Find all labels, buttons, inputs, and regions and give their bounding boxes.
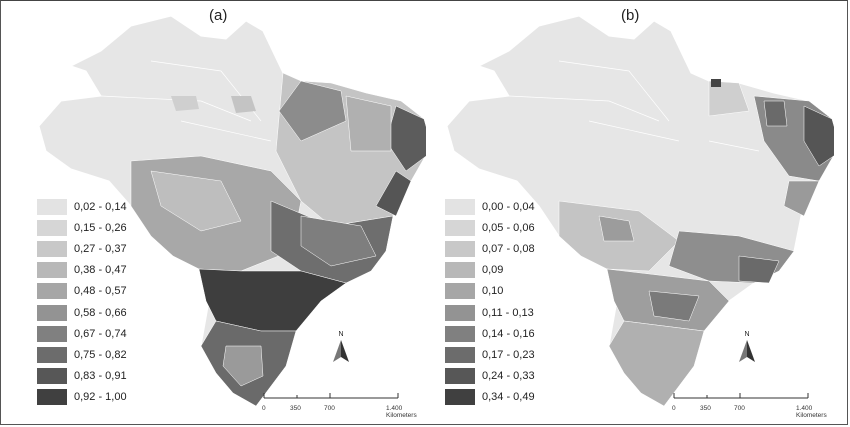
scale-bar-graphic	[263, 393, 399, 399]
legend-item: 0,58 - 0,66	[37, 302, 127, 323]
legend-swatch	[445, 325, 475, 342]
north-arrow-icon	[333, 340, 349, 362]
panel-label-a: (a)	[209, 7, 228, 24]
legend-swatch	[37, 198, 67, 215]
legend-item: 0,05 - 0,06	[445, 217, 535, 238]
brazil-map-b	[446, 15, 834, 407]
scale-tick: 1.400 Kilometers	[386, 405, 417, 419]
legend-item: 0,00 - 0,04	[445, 196, 535, 217]
legend-label: 0,15 - 0,26	[74, 221, 127, 234]
panel-label-b: (b)	[621, 7, 640, 24]
scale-tick: 1.400 Kilometers	[796, 405, 827, 419]
legend-swatch	[445, 198, 475, 215]
legend-item: 0,17 - 0,23	[445, 344, 535, 365]
scale-tick: 350	[700, 405, 711, 412]
legend-label: 0,83 - 0,91	[74, 370, 127, 383]
legend-item: 0,14 - 0,16	[445, 323, 535, 344]
legend-swatch	[445, 389, 475, 406]
legend-label: 0,27 - 0,37	[74, 242, 127, 255]
brazil-map-a	[38, 15, 426, 407]
north-arrow-icon	[739, 340, 755, 362]
legend-swatch	[445, 283, 475, 300]
scale-bar-graphic	[673, 393, 809, 399]
legend-label: 0,75 - 0,82	[74, 348, 127, 361]
scale-tick: 700	[734, 405, 745, 412]
legend-label: 0,09	[482, 264, 504, 277]
scale-tick-labels: 0 350 700 1.400 Kilometers	[672, 405, 843, 419]
legend-swatch	[37, 389, 67, 406]
legend-item: 0,75 - 0,82	[37, 344, 127, 365]
legend-b: 0,00 - 0,04 0,05 - 0,06 0,07 - 0,08 0,09…	[445, 196, 535, 408]
scale-tick: 700	[324, 405, 335, 412]
legend-item: 0,48 - 0,57	[37, 281, 127, 302]
legend-a: 0,02 - 0,14 0,15 - 0,26 0,27 - 0,37 0,38…	[37, 196, 127, 408]
legend-label: 0,48 - 0,57	[74, 285, 127, 298]
legend-swatch	[445, 219, 475, 236]
north-letter: N	[338, 331, 344, 338]
scale-tick: 0	[672, 405, 676, 412]
scale-tick: 0	[262, 405, 266, 412]
legend-item: 0,11 - 0,13	[445, 302, 535, 323]
legend-item: 0,09	[445, 260, 535, 281]
legend-item: 0,27 - 0,37	[37, 238, 127, 259]
legend-swatch	[445, 304, 475, 321]
legend-label: 0,92 - 1,00	[74, 391, 127, 404]
legend-swatch	[37, 304, 67, 321]
legend-item: 0,02 - 0,14	[37, 196, 127, 217]
scale-tick: 350	[290, 405, 301, 412]
legend-swatch	[37, 368, 67, 385]
legend-item: 0,07 - 0,08	[445, 238, 535, 259]
legend-item: 0,92 - 1,00	[37, 387, 127, 408]
legend-label: 0,38 - 0,47	[74, 264, 127, 277]
panel-b: (b) 0,00 - 0,04 0,05 - 0,06 0,07 - 0,08 …	[409, 1, 834, 426]
legend-item: 0,67 - 0,74	[37, 323, 127, 344]
legend-label: 0,24 - 0,33	[482, 370, 535, 383]
legend-item: 0,38 - 0,47	[37, 260, 127, 281]
legend-label: 0,34 - 0,49	[482, 391, 535, 404]
legend-label: 0,10	[482, 285, 504, 298]
panel-a: (a) 0,02 - 0,14 0,15 - 0,26 0,27 - 0,37 …	[1, 1, 426, 426]
north-letter: N	[744, 331, 750, 338]
legend-swatch	[37, 240, 67, 257]
legend-item: 0,34 - 0,49	[445, 387, 535, 408]
legend-label: 0,67 - 0,74	[74, 327, 127, 340]
north-arrow-b: N	[737, 331, 757, 367]
legend-swatch	[445, 368, 475, 385]
legend-swatch	[37, 219, 67, 236]
legend-item: 0,83 - 0,91	[37, 366, 127, 387]
legend-swatch	[37, 346, 67, 363]
legend-label: 0,02 - 0,14	[74, 200, 127, 213]
scale-bar-b: 0 350 700 1.400 Kilometers	[672, 387, 843, 419]
legend-item: 0,24 - 0,33	[445, 366, 535, 387]
legend-item: 0,15 - 0,26	[37, 217, 127, 238]
legend-swatch	[445, 262, 475, 279]
scale-tick-labels: 0 350 700 1.400 Kilometers	[262, 405, 433, 419]
legend-label: 0,58 - 0,66	[74, 306, 127, 319]
legend-swatch	[37, 283, 67, 300]
legend-swatch	[445, 346, 475, 363]
legend-label: 0,17 - 0,23	[482, 348, 535, 361]
legend-label: 0,07 - 0,08	[482, 242, 535, 255]
legend-label: 0,00 - 0,04	[482, 200, 535, 213]
north-arrow-a: N	[331, 331, 351, 367]
legend-label: 0,11 - 0,13	[482, 306, 534, 319]
scale-bar-a: 0 350 700 1.400 Kilometers	[262, 387, 433, 419]
legend-label: 0,14 - 0,16	[482, 327, 535, 340]
legend-swatch	[37, 262, 67, 279]
legend-swatch	[37, 325, 67, 342]
legend-item: 0,10	[445, 281, 535, 302]
legend-swatch	[445, 240, 475, 257]
legend-label: 0,05 - 0,06	[482, 221, 535, 234]
